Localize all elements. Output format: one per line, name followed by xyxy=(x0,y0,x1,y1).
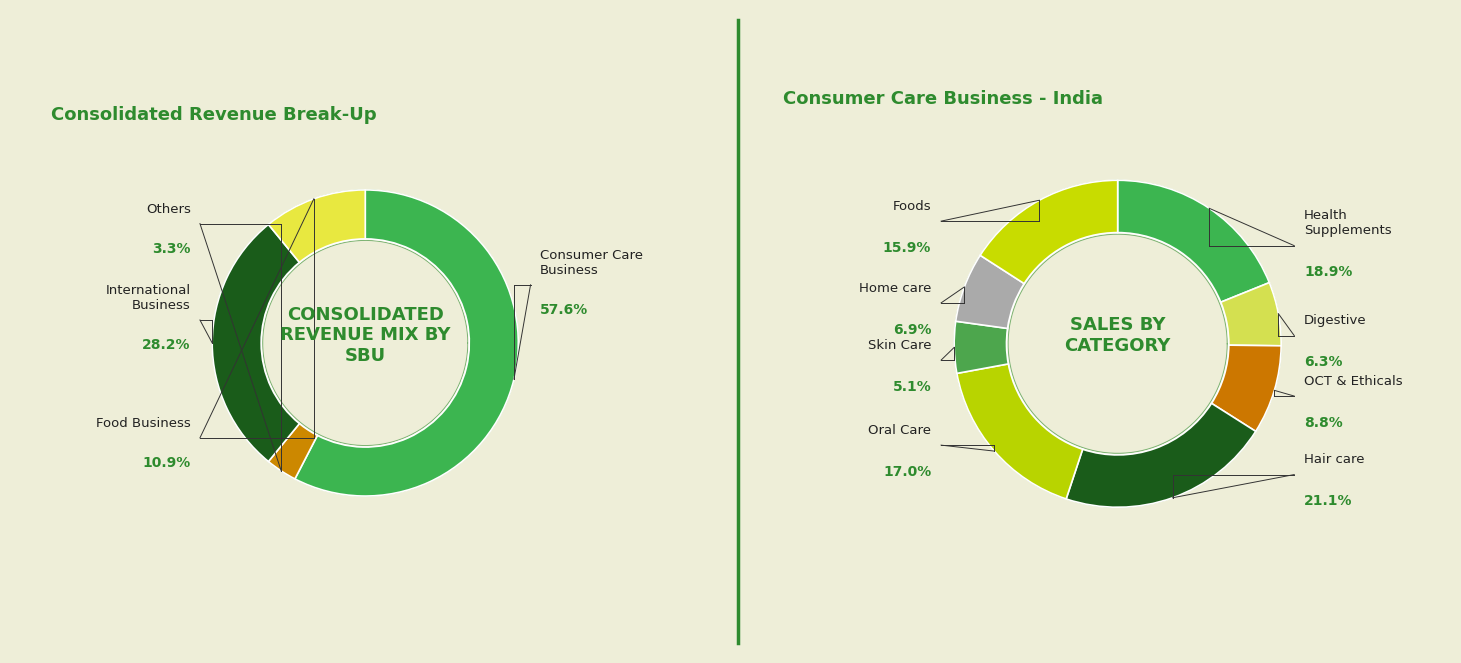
Wedge shape xyxy=(957,364,1083,499)
Text: 28.2%: 28.2% xyxy=(142,338,191,353)
Text: Skin Care: Skin Care xyxy=(868,339,931,352)
Text: Hair care: Hair care xyxy=(1305,453,1365,466)
Wedge shape xyxy=(1067,403,1255,507)
Wedge shape xyxy=(212,225,300,461)
Text: 10.9%: 10.9% xyxy=(143,456,191,470)
Text: Home care: Home care xyxy=(859,282,931,295)
Text: 5.1%: 5.1% xyxy=(893,380,931,394)
Wedge shape xyxy=(954,322,1008,373)
Text: 6.3%: 6.3% xyxy=(1305,355,1343,369)
Text: 8.8%: 8.8% xyxy=(1305,416,1343,430)
Text: 21.1%: 21.1% xyxy=(1305,494,1353,508)
Text: Digestive: Digestive xyxy=(1305,314,1366,328)
Text: 17.0%: 17.0% xyxy=(882,465,931,479)
Wedge shape xyxy=(295,190,519,496)
Wedge shape xyxy=(269,424,317,479)
Text: Health
Supplements: Health Supplements xyxy=(1305,210,1392,237)
Text: OCT & Ethicals: OCT & Ethicals xyxy=(1305,375,1403,388)
Text: 15.9%: 15.9% xyxy=(882,241,931,255)
Text: Consolidated Revenue Break-Up: Consolidated Revenue Break-Up xyxy=(51,105,377,124)
Text: Consumer Care
Business: Consumer Care Business xyxy=(539,249,643,277)
Text: Food Business: Food Business xyxy=(96,417,191,430)
Text: International
Business: International Business xyxy=(105,284,191,312)
Text: 18.9%: 18.9% xyxy=(1305,265,1353,279)
Wedge shape xyxy=(980,180,1118,284)
Text: CONSOLIDATED
REVENUE MIX BY
SBU: CONSOLIDATED REVENUE MIX BY SBU xyxy=(281,306,450,365)
Wedge shape xyxy=(955,255,1024,328)
Text: Others: Others xyxy=(146,203,191,216)
Text: 6.9%: 6.9% xyxy=(893,322,931,337)
Text: Oral Care: Oral Care xyxy=(868,424,931,437)
Text: Foods: Foods xyxy=(893,200,931,213)
Wedge shape xyxy=(1221,282,1281,346)
Wedge shape xyxy=(1118,180,1270,302)
Text: Consumer Care Business - India: Consumer Care Business - India xyxy=(783,90,1103,108)
Wedge shape xyxy=(269,190,365,263)
Text: 57.6%: 57.6% xyxy=(539,303,587,317)
Text: SALES BY
CATEGORY: SALES BY CATEGORY xyxy=(1065,316,1170,355)
Text: 3.3%: 3.3% xyxy=(152,242,191,256)
Wedge shape xyxy=(1211,345,1281,432)
